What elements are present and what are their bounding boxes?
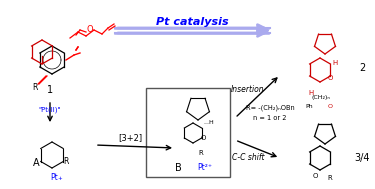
Text: O: O xyxy=(87,26,93,35)
Text: H: H xyxy=(308,90,314,96)
Text: (CH₂)ₙ: (CH₂)ₙ xyxy=(312,95,330,101)
Text: O: O xyxy=(312,173,318,179)
Text: Pt catalysis: Pt catalysis xyxy=(156,17,228,27)
Text: O: O xyxy=(327,75,333,81)
Text: R: R xyxy=(199,150,203,156)
Text: "Pt(II)": "Pt(II)" xyxy=(39,107,62,113)
Text: 2: 2 xyxy=(359,63,365,73)
Text: A: A xyxy=(33,158,39,168)
Text: 1: 1 xyxy=(47,85,53,95)
Text: Pt²⁺: Pt²⁺ xyxy=(198,163,213,173)
Text: R: R xyxy=(63,156,69,166)
Text: R: R xyxy=(32,84,38,92)
Text: C-C shift: C-C shift xyxy=(232,153,264,163)
Text: O: O xyxy=(327,104,333,108)
Text: R: R xyxy=(328,175,332,181)
Text: Ph: Ph xyxy=(305,104,313,108)
FancyBboxPatch shape xyxy=(146,88,230,177)
Text: O: O xyxy=(200,135,206,141)
Text: 3/4: 3/4 xyxy=(354,153,370,163)
Text: Pt: Pt xyxy=(50,173,58,181)
Text: n = 1 or 2: n = 1 or 2 xyxy=(253,115,287,121)
Text: Insertion: Insertion xyxy=(231,85,265,94)
Text: [3+2]: [3+2] xyxy=(118,133,142,143)
Text: B: B xyxy=(175,163,182,173)
Text: H: H xyxy=(332,60,338,66)
Text: ...H: ...H xyxy=(203,121,214,125)
Text: R= -(CH₂)ₙOBn: R= -(CH₂)ₙOBn xyxy=(246,105,294,111)
Text: +: + xyxy=(58,177,62,181)
